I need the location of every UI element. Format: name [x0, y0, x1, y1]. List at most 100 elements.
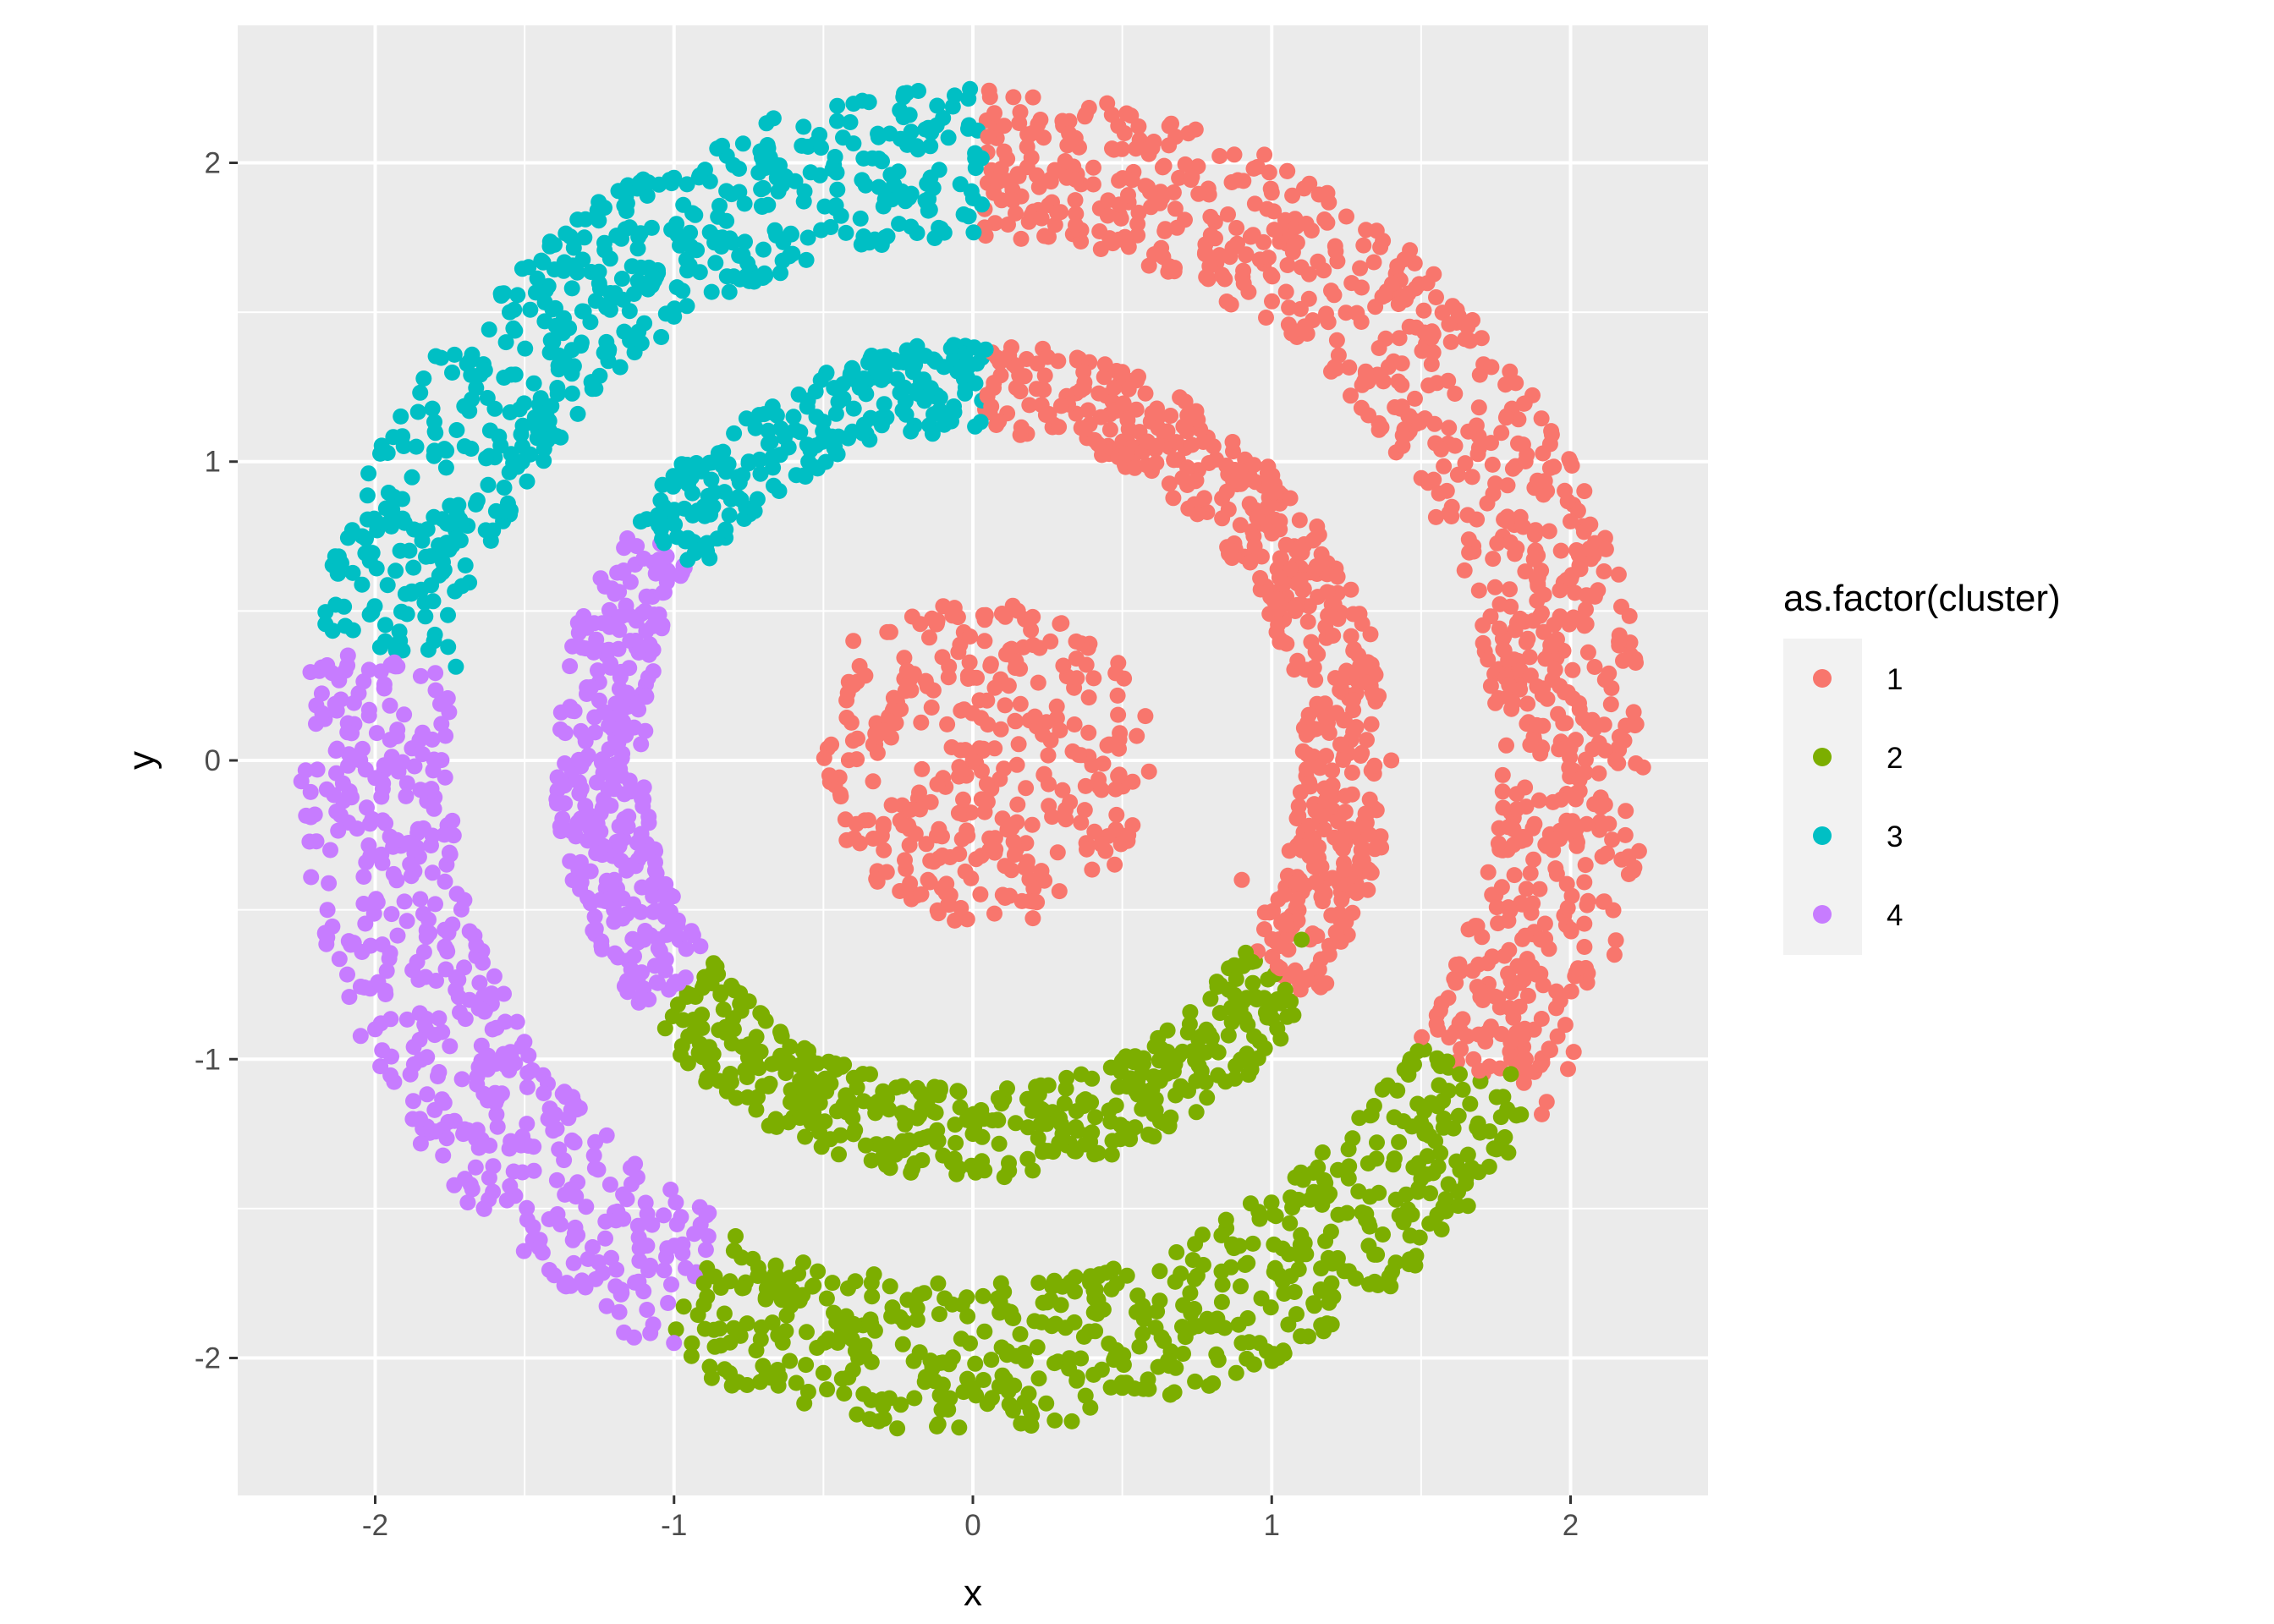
data-point: [1099, 95, 1116, 112]
data-point: [509, 458, 526, 475]
data-point: [1057, 1320, 1074, 1336]
data-point: [1441, 420, 1458, 436]
data-point: [982, 656, 999, 672]
data-point: [534, 1244, 551, 1261]
data-point: [327, 548, 343, 565]
data-point: [1287, 1169, 1304, 1186]
data-point: [1460, 531, 1477, 548]
data-point: [1082, 1268, 1099, 1285]
data-point: [427, 896, 443, 913]
data-point: [1498, 513, 1515, 529]
data-point: [1289, 891, 1306, 908]
data-point: [1054, 782, 1071, 798]
data-point: [706, 234, 723, 251]
data-point: [1011, 115, 1028, 131]
data-point: [1242, 554, 1259, 571]
data-point: [1101, 1102, 1118, 1119]
data-point: [968, 851, 985, 868]
data-point: [1086, 823, 1103, 840]
data-point: [1235, 173, 1252, 189]
data-point: [1436, 458, 1453, 475]
data-point: [1131, 1338, 1148, 1355]
data-point: [757, 1369, 774, 1385]
data-point: [1078, 656, 1095, 673]
data-point: [1224, 239, 1241, 256]
data-point: [448, 422, 465, 438]
data-point: [1251, 1335, 1268, 1352]
data-point: [930, 1275, 947, 1292]
data-point: [1161, 1353, 1178, 1370]
data-point: [668, 279, 685, 296]
data-point: [1249, 509, 1266, 526]
data-point: [1320, 314, 1337, 331]
data-point: [1407, 390, 1423, 407]
data-point: [1597, 540, 1614, 557]
data-point: [1491, 595, 1508, 612]
data-point: [572, 881, 589, 897]
data-point: [1618, 803, 1634, 820]
data-point: [1263, 1010, 1280, 1027]
data-point: [565, 239, 582, 256]
data-point: [442, 497, 459, 514]
data-point: [1002, 1303, 1019, 1320]
data-point: [857, 177, 874, 194]
data-point: [1009, 166, 1026, 183]
data-point: [760, 1078, 777, 1095]
data-point: [777, 168, 794, 184]
data-point: [1485, 551, 1502, 568]
data-point: [1058, 1069, 1075, 1086]
data-point: [809, 1340, 826, 1356]
data-point: [590, 275, 607, 292]
data-point: [1351, 1110, 1368, 1127]
data-point: [1076, 802, 1093, 819]
data-point: [964, 752, 981, 769]
data-point: [419, 521, 436, 538]
data-point: [644, 268, 661, 285]
data-point: [1008, 1347, 1025, 1364]
data-point: [519, 1211, 536, 1228]
data-point: [1537, 837, 1554, 853]
data-point: [1309, 518, 1326, 535]
data-point: [638, 588, 655, 605]
data-point: [1543, 423, 1560, 440]
data-point: [1484, 948, 1501, 965]
data-point: [1370, 1184, 1387, 1201]
data-point: [1012, 695, 1029, 712]
data-point: [448, 658, 464, 675]
data-point: [920, 871, 937, 888]
data-point: [1611, 634, 1628, 650]
data-point: [444, 365, 460, 381]
data-point: [950, 644, 967, 661]
data-point: [601, 250, 618, 267]
data-point: [1535, 977, 1552, 994]
data-point: [1048, 698, 1065, 715]
data-point: [1577, 857, 1594, 874]
data-point: [1383, 752, 1400, 769]
data-point: [1119, 412, 1136, 428]
data-point: [734, 246, 751, 263]
data-point: [536, 441, 552, 458]
data-point: [799, 1324, 815, 1341]
data-point: [1112, 1116, 1129, 1133]
data-point: [446, 1112, 463, 1129]
data-point: [1092, 241, 1109, 257]
data-point: [1276, 634, 1293, 651]
data-point: [330, 822, 347, 839]
data-point: [491, 428, 508, 445]
data-point: [405, 559, 422, 576]
data-point: [1006, 1377, 1023, 1394]
data-point: [1353, 314, 1370, 330]
data-point: [1277, 981, 1294, 998]
data-point: [994, 1367, 1011, 1384]
data-point: [698, 1073, 715, 1090]
data-point: [874, 153, 890, 170]
data-point: [1244, 974, 1261, 991]
data-point: [318, 781, 335, 798]
data-point: [437, 873, 453, 890]
data-point: [1332, 736, 1348, 753]
data-point: [374, 812, 391, 829]
data-point: [901, 189, 918, 206]
data-point: [317, 616, 334, 633]
data-point: [563, 1132, 580, 1149]
data-point: [1343, 628, 1359, 645]
